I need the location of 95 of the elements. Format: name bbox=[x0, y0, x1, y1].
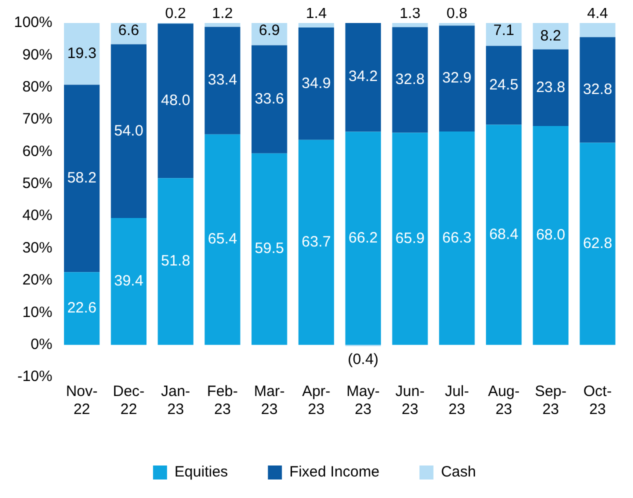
data-label: 34.9 bbox=[302, 74, 331, 92]
y-tick-label: 0% bbox=[30, 336, 52, 353]
x-tick-label: Jun-23 bbox=[395, 383, 425, 418]
y-tick-label: 100% bbox=[14, 14, 52, 32]
data-label: 32.8 bbox=[395, 71, 425, 88]
x-tick-label: Oct-23 bbox=[583, 383, 612, 418]
bar bbox=[532, 23, 568, 50]
data-label: 58.2 bbox=[67, 170, 96, 187]
legend-label: Fixed Income bbox=[289, 464, 380, 481]
data-label: 65.9 bbox=[395, 230, 425, 247]
bar bbox=[204, 134, 240, 345]
bar bbox=[580, 37, 616, 143]
bar bbox=[486, 46, 522, 125]
data-label: 68.4 bbox=[489, 226, 518, 243]
bar bbox=[64, 23, 100, 85]
bar bbox=[392, 23, 428, 28]
bar bbox=[298, 28, 334, 140]
x-tick-label: Aug-23 bbox=[488, 383, 520, 418]
data-label: 48.0 bbox=[160, 92, 190, 110]
x-tick-label: Apr-23 bbox=[302, 383, 330, 418]
x-tick-label: Dec-22 bbox=[112, 383, 145, 418]
bar bbox=[580, 142, 616, 345]
data-label: 0.2 bbox=[165, 5, 186, 22]
x-tick-label: Nov-22 bbox=[66, 383, 98, 418]
y-tick-label: -10% bbox=[17, 368, 52, 386]
x-tick-label: Sep-23 bbox=[534, 383, 567, 418]
x-tick-label: Jul-23 bbox=[444, 383, 469, 418]
x-tick-label: Feb-23 bbox=[207, 383, 238, 418]
x-tick-label: May-23 bbox=[346, 383, 380, 418]
bar bbox=[580, 23, 616, 38]
bar bbox=[345, 132, 381, 345]
data-label: 32.9 bbox=[442, 70, 472, 87]
data-label: 1.3 bbox=[400, 5, 420, 22]
y-tick-label: 70% bbox=[22, 110, 52, 128]
data-label: (0.4) bbox=[348, 351, 379, 368]
data-label: 65.4 bbox=[208, 230, 238, 248]
data-label: 62.8 bbox=[582, 234, 612, 252]
data-label: 1.2 bbox=[212, 5, 233, 22]
bar bbox=[158, 178, 194, 345]
data-label: 34.2 bbox=[348, 68, 378, 85]
data-label: 6.6 bbox=[118, 22, 140, 40]
data-label: 68.0 bbox=[536, 226, 566, 244]
bar bbox=[298, 140, 334, 345]
y-tick-label: 60% bbox=[22, 142, 52, 160]
data-label: 24.5 bbox=[489, 76, 518, 94]
bar bbox=[486, 124, 522, 345]
data-label: 39.4 bbox=[114, 272, 144, 290]
bar bbox=[158, 24, 194, 178]
bar bbox=[252, 153, 288, 345]
data-label: 32.8 bbox=[582, 81, 612, 98]
y-tick-label: 40% bbox=[22, 207, 52, 224]
y-tick-label: 20% bbox=[22, 272, 52, 289]
data-label: 8.2 bbox=[540, 27, 562, 44]
bar bbox=[298, 23, 334, 28]
data-label: 7.1 bbox=[493, 22, 514, 40]
bar bbox=[110, 218, 147, 345]
y-tick-label: 30% bbox=[22, 239, 52, 256]
data-label: 66.2 bbox=[348, 229, 378, 246]
y-tick-label: 50% bbox=[22, 175, 52, 192]
data-label: 54.0 bbox=[114, 122, 144, 140]
bar bbox=[252, 45, 288, 154]
data-label: 22.6 bbox=[67, 300, 96, 317]
bar bbox=[439, 131, 475, 345]
bar bbox=[439, 26, 475, 132]
data-label: 1.4 bbox=[306, 5, 327, 22]
data-label: 33.4 bbox=[208, 72, 238, 89]
y-tick-label: 80% bbox=[22, 78, 52, 96]
data-label: 51.8 bbox=[160, 252, 190, 270]
bar bbox=[439, 23, 475, 26]
legend-label: Cash bbox=[440, 464, 476, 481]
bar bbox=[392, 27, 428, 133]
x-tick-label: Jan-23 bbox=[160, 383, 190, 418]
data-label: 33.6 bbox=[254, 90, 284, 108]
data-label: 4.4 bbox=[587, 5, 608, 22]
data-label: 19.3 bbox=[67, 44, 96, 62]
bar bbox=[64, 272, 100, 345]
data-label: 6.9 bbox=[258, 22, 280, 40]
y-tick-label: 90% bbox=[22, 46, 52, 64]
bar bbox=[392, 132, 428, 345]
y-tick-label: 10% bbox=[22, 304, 52, 321]
legend-label: Equities bbox=[174, 464, 228, 481]
bar bbox=[110, 44, 147, 218]
data-label: 66.3 bbox=[442, 229, 472, 246]
data-label: 23.8 bbox=[536, 78, 566, 96]
bar bbox=[64, 84, 100, 272]
bar bbox=[532, 49, 568, 126]
bar bbox=[532, 126, 568, 345]
bar bbox=[345, 23, 381, 132]
data-label: 63.7 bbox=[302, 233, 331, 250]
bar bbox=[486, 23, 522, 46]
data-label: 0.8 bbox=[446, 5, 468, 22]
bar bbox=[204, 23, 240, 27]
bar bbox=[204, 26, 240, 134]
data-label: 59.5 bbox=[254, 240, 284, 258]
x-tick-label: Mar-23 bbox=[254, 383, 285, 418]
